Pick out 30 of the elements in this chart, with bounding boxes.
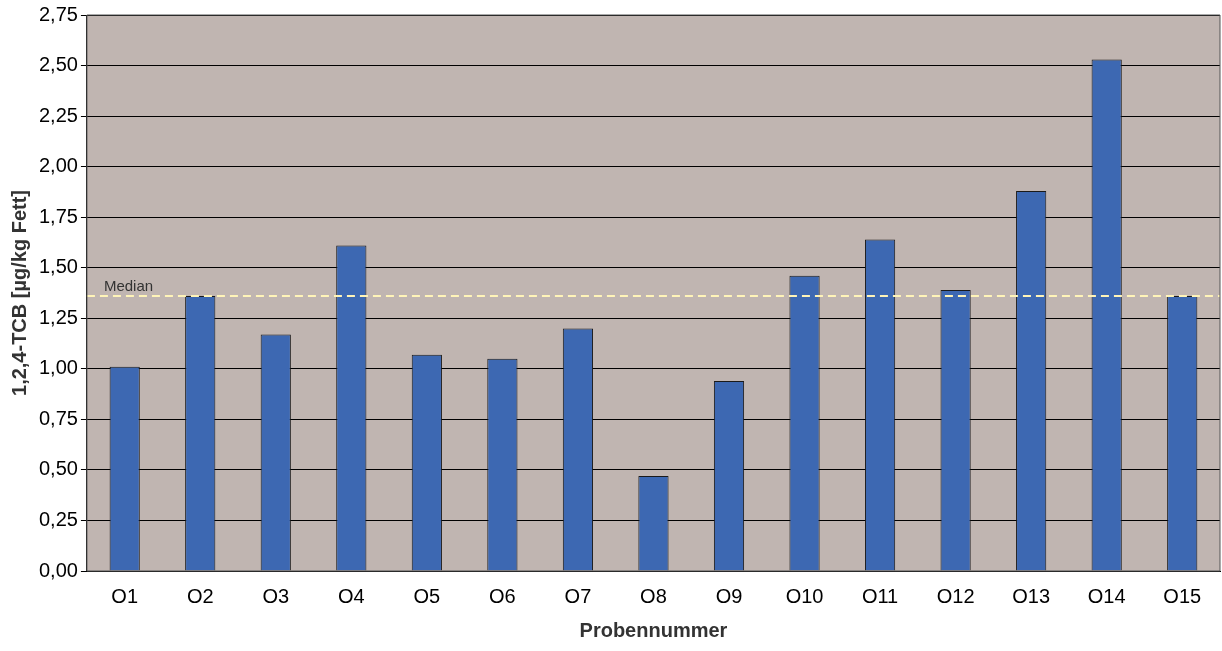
x-axis-title: Probennummer [579,618,728,641]
y-tick-label: 2,25 [38,103,78,126]
x-tick-label: O10 [785,584,824,607]
x-tick-label: O11 [861,584,899,607]
y-tick-label: 1,50 [38,255,78,278]
x-tick-label: O12 [936,584,975,607]
y-tick-label: 1,00 [38,356,78,379]
y-tick-label: 0,50 [38,457,78,480]
x-tick-label: O2 [186,584,214,607]
x-tick-label: O7 [564,584,592,607]
x-tick-label: O13 [1012,584,1051,607]
ref-line-label: Median [103,276,154,294]
y-tick-label: 1,75 [38,204,78,227]
x-tick-label: O15 [1163,584,1202,607]
y-tick-label: 0,00 [38,558,78,581]
x-tick-label: O1 [111,584,139,607]
y-tick-label: 0,25 [38,507,78,530]
x-tick-label: O14 [1087,584,1126,607]
y-tick-label: 1,25 [38,305,78,328]
x-tick-label: O5 [413,584,441,607]
x-tick-label: O9 [715,584,743,607]
y-tick-label: 2,75 [38,2,78,25]
y-tick-label: 2,50 [38,53,78,76]
y-tick-label: 0,75 [38,406,78,429]
x-tick-label: O8 [640,584,667,607]
y-axis-title: 1,2,4-TCB [µg/kg Fett] [7,190,30,396]
y-tick-label: 2,00 [38,154,78,177]
x-tick-label: O3 [262,584,290,607]
x-tick-label: O6 [489,584,516,607]
x-tick-label: O4 [337,584,365,607]
